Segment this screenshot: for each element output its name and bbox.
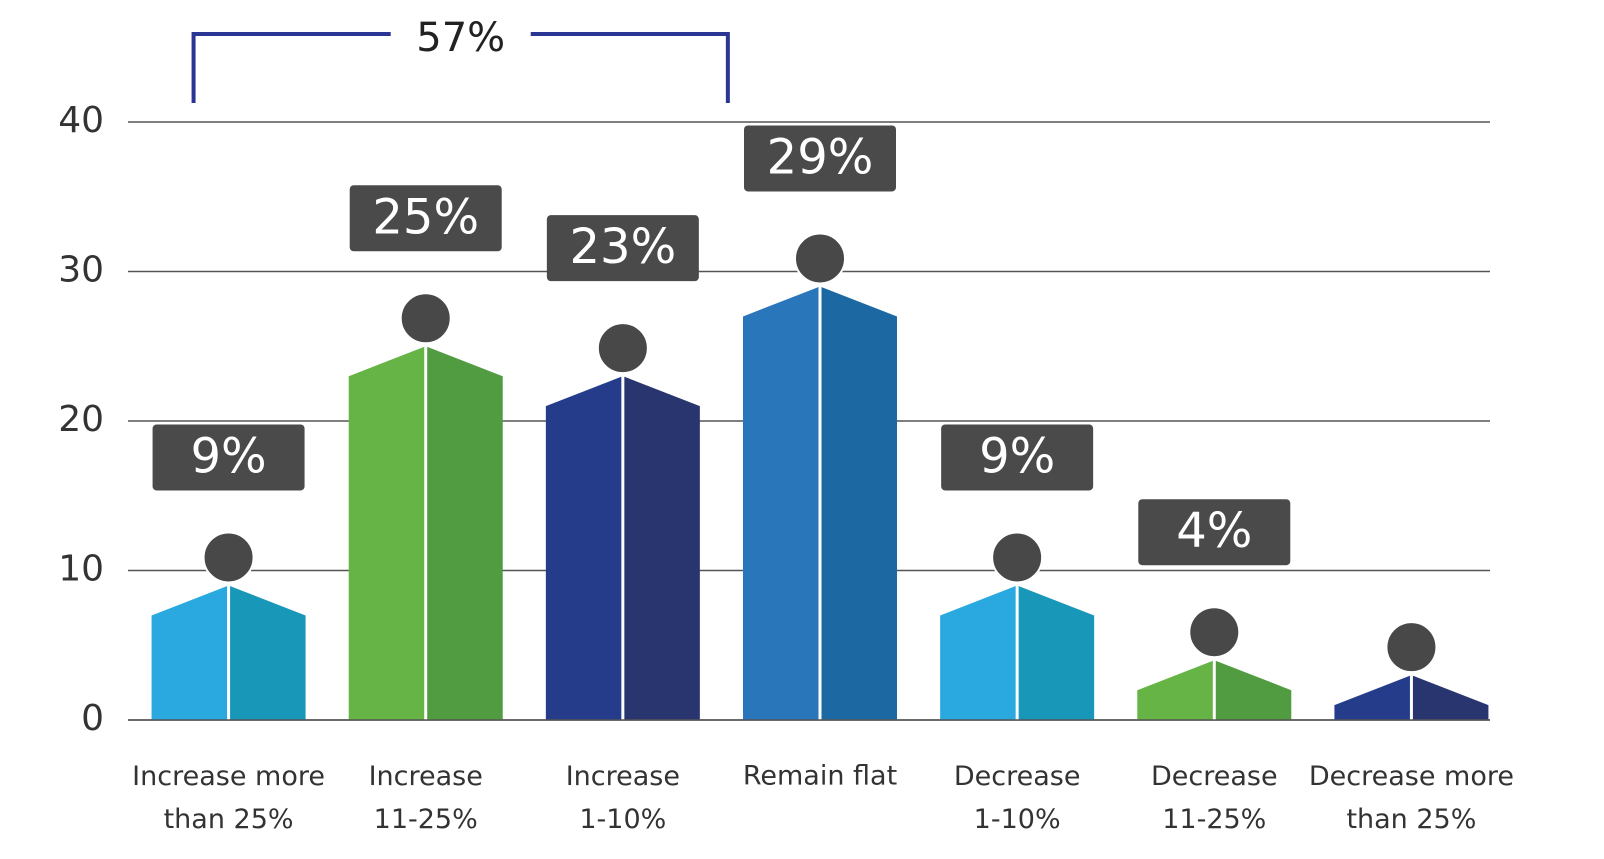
value-label-box (546, 215, 699, 282)
value-label: 25% (372, 189, 479, 245)
person-head (794, 232, 846, 285)
bar-right (622, 376, 700, 720)
value-label-box (152, 424, 305, 491)
x-tick-label: Remain flat (743, 761, 897, 792)
person-head (202, 531, 255, 584)
x-tick-label: Decrease more than 25% (1309, 761, 1514, 835)
x-tick-label: Increase 1-10% (566, 761, 680, 835)
person-bar (940, 585, 1095, 720)
person-head (1188, 606, 1241, 659)
y-tick-label: 40 (58, 100, 104, 141)
bar-left (1334, 675, 1412, 720)
bracket (191, 32, 730, 103)
value-label: 9% (190, 428, 266, 484)
y-tick-label: 20 (58, 399, 104, 440)
bar-right (1017, 585, 1095, 720)
value-label: 4% (1176, 503, 1252, 559)
value-label-box (349, 185, 502, 252)
x-tick-label: Decrease 1-10% (954, 761, 1081, 835)
bar-left (348, 346, 426, 720)
person-bar (545, 376, 700, 720)
value-label: 9% (979, 428, 1055, 484)
y-tick-label: 30 (58, 250, 104, 291)
value-label-box (941, 424, 1094, 491)
person-head (1385, 621, 1438, 674)
value-label: 29% (767, 129, 874, 185)
value-label-box (744, 125, 896, 192)
value-label-box (1138, 499, 1291, 566)
bar-left (940, 585, 1018, 720)
annotation: 57% (416, 15, 505, 61)
bar-right (425, 346, 503, 720)
person-head (991, 531, 1044, 584)
y-tick-label: 0 (81, 698, 104, 739)
person-bar (743, 286, 897, 720)
x-tick-label: Increase 11-25% (369, 761, 483, 835)
bar-left (1137, 660, 1215, 720)
bar-left (545, 376, 623, 720)
bar-left (743, 286, 820, 720)
bar-left (151, 585, 229, 720)
person-bar (1334, 675, 1489, 720)
y-tick-label: 10 (58, 549, 104, 590)
person-head (399, 292, 452, 345)
x-tick-label: Increase more than 25% (132, 761, 325, 835)
person-bar (348, 346, 503, 720)
bar-right (820, 286, 897, 720)
x-tick-label: Decrease 11-25% (1151, 761, 1278, 835)
person-bar (1137, 660, 1292, 720)
bar-right (1411, 675, 1489, 720)
value-label: 23% (570, 219, 677, 275)
bar-right (1214, 660, 1292, 720)
person-head (596, 322, 649, 375)
bar-right (228, 585, 306, 720)
person-bar (151, 585, 306, 720)
